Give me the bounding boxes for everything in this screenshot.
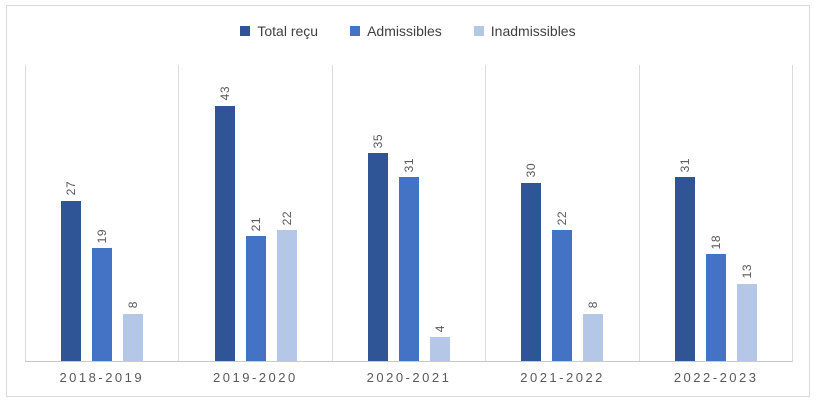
x-axis-labels: 2018-2019 2019-2020 2020-2021 2021-2022 2022… bbox=[25, 362, 793, 385]
bar-total-re-u bbox=[368, 153, 389, 361]
plot-area: 27 19 8 43 21 22 35 31 4 30 22 8 31 18 13 bbox=[25, 65, 794, 362]
bar-column-total-re-u: 31 bbox=[674, 157, 695, 361]
bar-value-label: 4 bbox=[433, 325, 448, 333]
category-panel-2022-2023: 31 18 13 bbox=[638, 65, 794, 361]
chart-frame: Total reçu Admissibles Inadmissibles 27 1… bbox=[6, 5, 810, 397]
bar-column-total-re-u: 30 bbox=[521, 163, 542, 361]
bar-column-inadmissibles: 22 bbox=[276, 210, 297, 361]
bar-value-label: 19 bbox=[95, 228, 110, 244]
bar-column-admissibles: 18 bbox=[705, 234, 726, 361]
bar-group: 43 21 22 bbox=[214, 86, 297, 361]
bar-inadmissibles bbox=[430, 337, 451, 361]
bar-column-total-re-u: 43 bbox=[214, 86, 235, 361]
bar-group: 27 19 8 bbox=[61, 181, 144, 361]
bar-total-re-u bbox=[521, 182, 542, 361]
category-label-2019-2020: 2019-2020 bbox=[213, 370, 298, 385]
category-label-2021-2022: 2021-2022 bbox=[520, 370, 605, 385]
legend-label: Admissibles bbox=[367, 23, 442, 39]
category-label-2020-2021: 2020-2021 bbox=[366, 370, 452, 385]
legend-item-admissibles: Admissibles bbox=[350, 23, 442, 39]
bar-column-inadmissibles: 8 bbox=[123, 301, 144, 361]
bar-value-label: 27 bbox=[64, 181, 79, 196]
bar-value-label: 43 bbox=[217, 86, 232, 101]
bar-value-label: 31 bbox=[677, 157, 692, 172]
bar-value-label: 35 bbox=[371, 133, 386, 149]
category-panel-2021-2022: 30 22 8 bbox=[485, 65, 638, 361]
bar-total-re-u bbox=[61, 200, 82, 361]
category-label-2018-2019: 2018-2019 bbox=[59, 370, 145, 385]
bar-column-admissibles: 22 bbox=[552, 210, 573, 361]
bar-group: 31 18 13 bbox=[674, 157, 757, 361]
legend-label: Inadmissibles bbox=[490, 23, 576, 39]
bar-admissibles bbox=[552, 230, 573, 361]
bar-admissibles bbox=[399, 176, 420, 361]
bar-group: 30 22 8 bbox=[521, 163, 604, 361]
bar-value-label: 8 bbox=[586, 301, 601, 309]
bar-inadmissibles bbox=[736, 283, 757, 361]
category-panel-2019-2020: 43 21 22 bbox=[178, 65, 331, 361]
bar-value-label: 13 bbox=[739, 264, 754, 279]
legend-swatch-icon bbox=[473, 26, 484, 36]
bar-column-total-re-u: 35 bbox=[368, 133, 389, 361]
bar-inadmissibles bbox=[123, 313, 144, 361]
bar-total-re-u bbox=[214, 105, 235, 361]
bar-value-label: 8 bbox=[126, 301, 141, 309]
bar-value-label: 31 bbox=[402, 157, 417, 172]
bar-column-admissibles: 21 bbox=[245, 216, 266, 361]
bar-value-label: 30 bbox=[524, 163, 539, 178]
legend-item-total-recu: Total reçu bbox=[240, 23, 318, 39]
bar-admissibles bbox=[705, 254, 726, 361]
bar-column-admissibles: 31 bbox=[399, 157, 420, 361]
category-panel-2020-2021: 35 31 4 bbox=[331, 65, 485, 361]
legend-swatch-icon bbox=[240, 26, 251, 36]
bar-column-inadmissibles: 13 bbox=[736, 264, 757, 361]
bar-value-label: 18 bbox=[708, 234, 723, 250]
bar-group: 35 31 4 bbox=[368, 133, 451, 361]
bar-inadmissibles bbox=[583, 313, 604, 361]
bar-column-total-re-u: 27 bbox=[61, 181, 82, 361]
bar-total-re-u bbox=[674, 176, 695, 361]
category-label-2022-2023: 2022-2023 bbox=[673, 370, 759, 385]
bar-value-label: 22 bbox=[555, 210, 570, 226]
bar-value-label: 21 bbox=[248, 216, 263, 232]
bar-column-inadmissibles: 4 bbox=[430, 325, 451, 361]
bar-admissibles bbox=[92, 248, 113, 361]
bar-admissibles bbox=[245, 236, 266, 361]
legend-swatch-icon bbox=[350, 26, 361, 36]
bar-column-inadmissibles: 8 bbox=[583, 301, 604, 361]
category-panel-2018-2019: 27 19 8 bbox=[25, 65, 178, 361]
legend-label: Total reçu bbox=[257, 23, 319, 39]
bar-column-admissibles: 19 bbox=[92, 228, 113, 361]
legend-item-inadmissibles: Inadmissibles bbox=[473, 23, 576, 39]
chart-legend: Total reçu Admissibles Inadmissibles bbox=[7, 23, 809, 39]
bar-inadmissibles bbox=[276, 230, 297, 361]
bar-value-label: 22 bbox=[279, 210, 294, 226]
